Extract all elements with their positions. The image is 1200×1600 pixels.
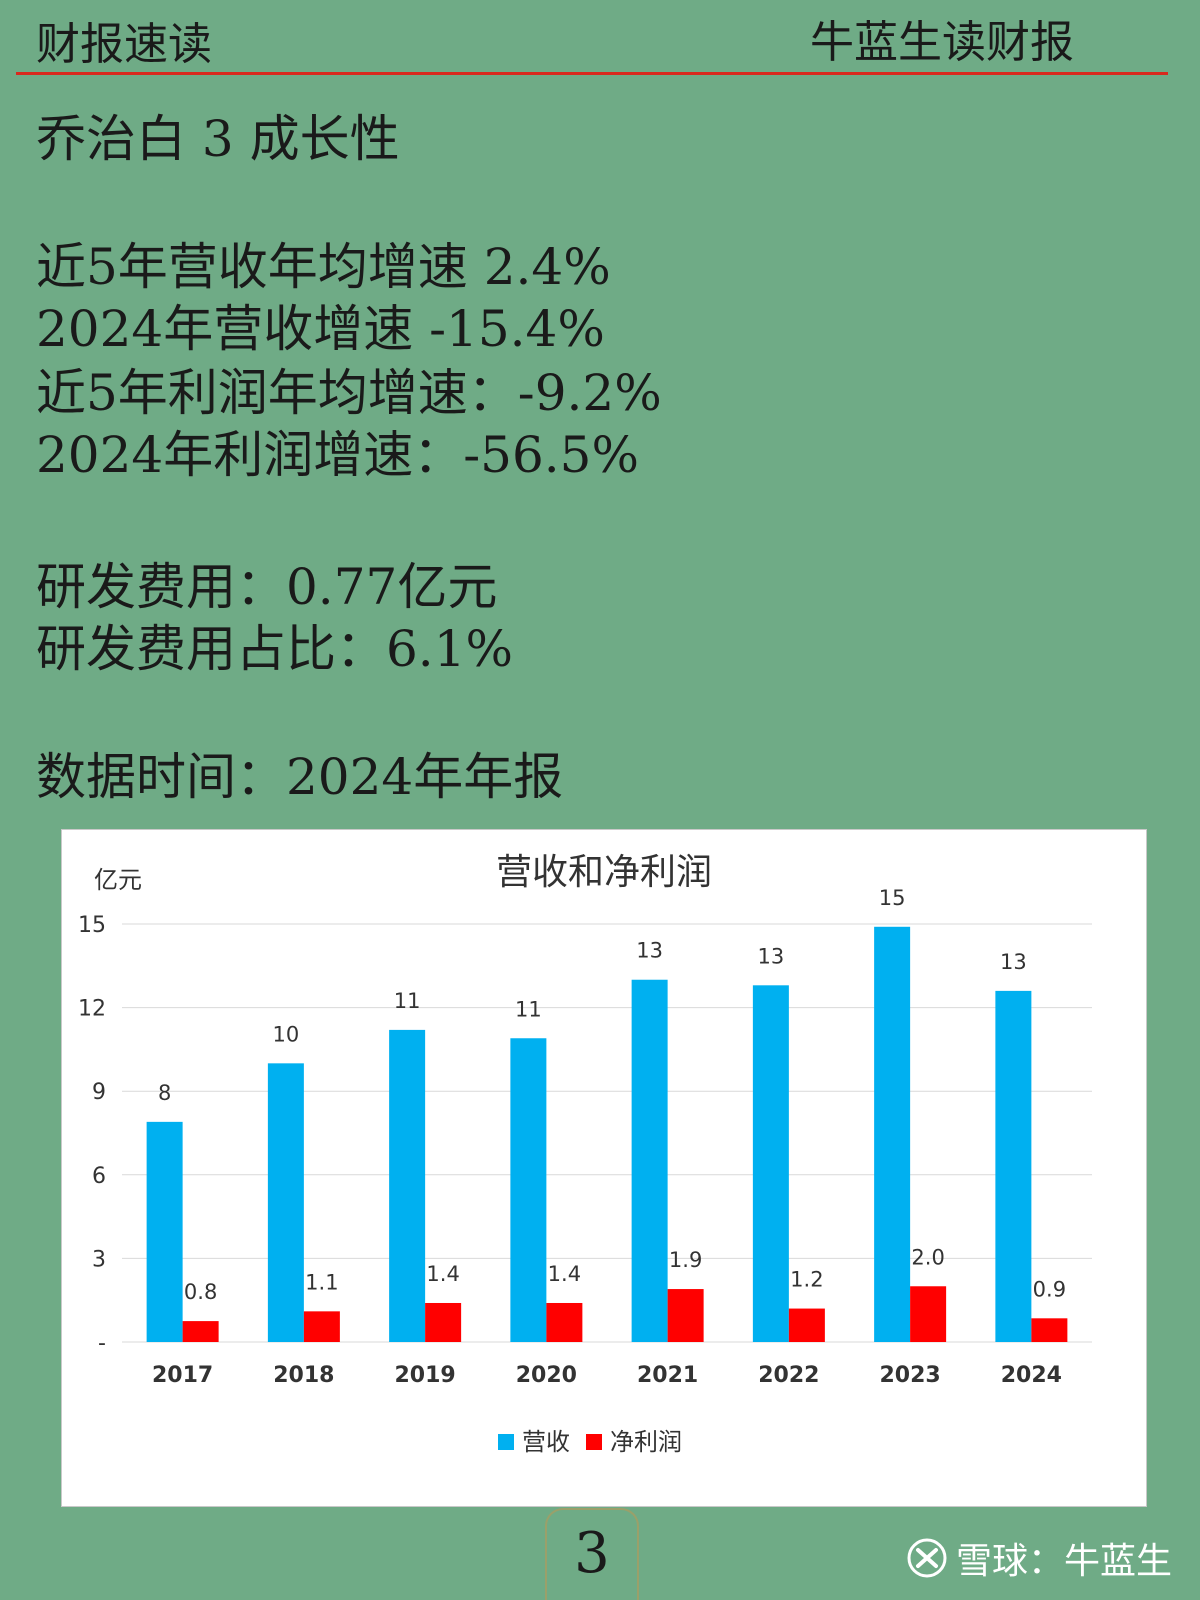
- bar-net-profit-2018: [303, 1311, 340, 1342]
- data-label: 0.8: [184, 1280, 217, 1304]
- y-tick-label: -: [98, 1331, 106, 1356]
- rd-ratio: 研发费用占比：6.1%: [36, 620, 514, 678]
- data-label: 1.4: [426, 1262, 459, 1286]
- bar-net-profit-2024: [1031, 1318, 1068, 1342]
- legend-label-revenue: 营收: [522, 1428, 570, 1456]
- y-axis-unit: 亿元: [94, 866, 142, 894]
- bar-revenue-2024: [995, 990, 1032, 1342]
- data-label: 13: [1000, 950, 1027, 974]
- chart-title: 营收和净利润: [496, 852, 712, 893]
- watermark: 雪球：牛蓝生: [906, 1534, 1172, 1582]
- bar-revenue-2022: [752, 985, 789, 1342]
- y-tick-label: 6: [92, 1164, 106, 1189]
- growth-line-1: 近5年营收年均增速 2.4%: [36, 238, 611, 296]
- bar-revenue-2018: [267, 1063, 304, 1342]
- x-tick-label: 2024: [1001, 1363, 1062, 1388]
- growth-line-3: 近5年利润年均增速：-9.2%: [36, 364, 662, 422]
- bar-net-profit-2021: [667, 1289, 704, 1342]
- rd-expense: 研发费用：0.77亿元: [36, 558, 498, 616]
- growth-line-4: 2024年利润增速：-56.5%: [36, 426, 639, 484]
- data-label: 1.2: [790, 1268, 823, 1292]
- bar-revenue-2019: [389, 1029, 426, 1342]
- x-tick-label: 2018: [273, 1363, 334, 1388]
- legend-swatch-revenue: [498, 1434, 514, 1450]
- x-tick-label: 2022: [758, 1363, 819, 1388]
- header-section-title: 财报速读: [36, 19, 212, 70]
- data-label: 13: [636, 939, 663, 963]
- y-tick-label: 3: [92, 1247, 106, 1272]
- bar-revenue-2020: [510, 1038, 547, 1342]
- bar-net-profit-2017: [182, 1321, 219, 1342]
- data-label: 1.9: [669, 1248, 702, 1272]
- y-tick-label: 12: [78, 997, 106, 1022]
- xueqiu-logo-icon: [907, 1538, 947, 1578]
- page-header: 财报速读 牛蓝生读财报: [0, 0, 1200, 80]
- data-label: 8: [158, 1081, 171, 1105]
- data-label: 11: [394, 989, 421, 1013]
- x-tick-label: 2020: [516, 1363, 577, 1388]
- page-number: 3: [545, 1508, 639, 1600]
- x-tick-label: 2021: [637, 1363, 698, 1388]
- x-tick-label: 2019: [395, 1363, 456, 1388]
- data-label: 0.9: [1033, 1277, 1066, 1301]
- chart-card: 8 0.8 10 1.1 11 1.4 11 1.4 13 1.9 13 1.2 15 2.0 13 0.9 …: [61, 829, 1147, 1507]
- revenue-profit-chart: 80.8101.1111.4111.4131.9131.2152.0130.9 …: [78, 852, 1092, 1456]
- bar-net-profit-2023: [910, 1286, 947, 1342]
- bar-revenue-2021: [631, 979, 668, 1342]
- watermark-text: 雪球：牛蓝生: [956, 1541, 1173, 1582]
- data-label: 10: [273, 1022, 300, 1046]
- x-tick-label: 2023: [880, 1363, 941, 1388]
- legend-label-net-profit: 净利润: [610, 1428, 682, 1456]
- data-label: 11: [515, 997, 542, 1021]
- data-label: 2.0: [911, 1245, 944, 1269]
- bar-revenue-2023: [874, 926, 911, 1342]
- bar-revenue-2017: [146, 1121, 183, 1342]
- bar-net-profit-2020: [546, 1302, 583, 1342]
- data-label: 13: [758, 944, 785, 968]
- data-label: 1.4: [548, 1262, 581, 1286]
- y-tick-label: 9: [92, 1080, 106, 1105]
- y-tick-label: 15: [78, 913, 106, 938]
- data-label: 1.1: [305, 1270, 338, 1294]
- bar-net-profit-2022: [788, 1308, 825, 1342]
- header-divider: [16, 72, 1168, 75]
- report-title: 乔治白 3 成长性: [36, 110, 400, 168]
- data-label: 15: [879, 886, 906, 910]
- x-tick-label: 2017: [152, 1363, 213, 1388]
- legend-swatch-net-profit: [586, 1434, 602, 1450]
- bar-net-profit-2019: [425, 1302, 462, 1342]
- growth-line-2: 2024年营收增速 -15.4%: [36, 300, 605, 358]
- data-time: 数据时间：2024年年报: [36, 748, 564, 806]
- header-author: 牛蓝生读财报: [810, 17, 1074, 68]
